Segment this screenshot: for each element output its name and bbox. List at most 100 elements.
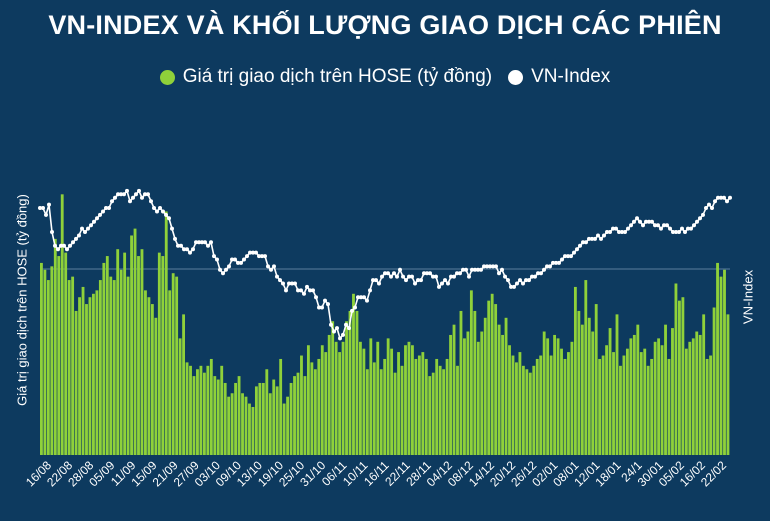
line-point [44, 212, 48, 217]
bar [376, 341, 380, 455]
bar [289, 382, 293, 455]
line-point [683, 230, 687, 234]
line-point [413, 281, 417, 286]
line-point [488, 264, 492, 269]
bar [74, 310, 78, 455]
line-point [47, 202, 51, 207]
bar [352, 293, 355, 455]
line-point [491, 264, 495, 269]
line-point [416, 278, 420, 283]
line-point [554, 260, 558, 265]
bar [248, 403, 251, 455]
line-point [389, 274, 393, 279]
bar [414, 358, 418, 455]
line-point [437, 284, 441, 289]
bar [539, 355, 543, 455]
line-point [716, 195, 720, 200]
line-point [605, 230, 609, 234]
line-point [590, 236, 594, 241]
bar [71, 276, 75, 455]
bar [497, 324, 501, 455]
line-point [398, 267, 402, 272]
line-point [245, 254, 249, 259]
line-point [686, 226, 690, 231]
bar [719, 276, 723, 455]
bar [244, 396, 248, 455]
bar [723, 269, 726, 455]
line-point [671, 230, 675, 234]
line-point [653, 223, 657, 228]
line-point [338, 336, 342, 341]
bar [85, 304, 88, 455]
line-point [593, 236, 597, 241]
line-point [353, 305, 357, 310]
bar [383, 358, 387, 455]
bar [209, 358, 213, 455]
bar [681, 297, 685, 455]
bar [615, 314, 619, 455]
line-point [218, 267, 222, 272]
bar [369, 338, 373, 455]
line-point [41, 206, 45, 210]
bar [445, 358, 449, 455]
bar [587, 317, 591, 455]
line-point [176, 243, 180, 248]
bar [691, 338, 695, 455]
line-point [536, 271, 540, 276]
line-point [80, 226, 84, 231]
line-point [563, 254, 567, 259]
bar [525, 369, 529, 455]
line-point [161, 209, 165, 214]
line-point [608, 230, 612, 234]
line-point [311, 288, 315, 293]
line-point [479, 267, 483, 272]
line-point [395, 274, 399, 279]
bar [549, 355, 553, 455]
line-point [401, 274, 405, 279]
line-point [704, 206, 708, 210]
line-point [467, 274, 471, 279]
line-point [521, 281, 525, 286]
bar [653, 341, 657, 455]
line-point [257, 254, 261, 259]
line-point [362, 295, 366, 300]
bar [643, 348, 647, 455]
bar [431, 372, 435, 455]
chart-title: VN-INDEX VÀ KHỐI LƯỢNG GIAO DỊCH CÁC PHI… [48, 10, 722, 40]
bar [213, 376, 217, 455]
bar [580, 324, 584, 455]
bar [424, 358, 428, 455]
line-point [323, 298, 327, 303]
bar [518, 352, 522, 455]
line-point [251, 250, 255, 255]
line-point [644, 219, 648, 224]
line-point [197, 240, 201, 245]
bar [133, 228, 137, 455]
bar [258, 382, 262, 455]
bar [192, 376, 196, 455]
bar [175, 276, 179, 455]
bar [109, 276, 113, 455]
line-point [557, 260, 561, 265]
line-point [287, 281, 291, 286]
line-point [263, 254, 267, 259]
bar [150, 304, 154, 455]
bar [265, 369, 269, 455]
line-point [104, 206, 108, 210]
line-point [725, 199, 729, 204]
bar [282, 403, 286, 455]
line-point [668, 226, 672, 231]
bar [407, 341, 411, 455]
line-point [110, 199, 114, 204]
line-point [206, 243, 210, 248]
line-point [140, 195, 144, 200]
bar [480, 331, 484, 455]
bar [348, 310, 352, 455]
bar [671, 328, 674, 455]
line-point [392, 271, 396, 276]
bar [546, 338, 550, 455]
line-point [710, 206, 714, 210]
line-point [143, 192, 147, 197]
line-point [659, 226, 663, 231]
line-point [77, 233, 81, 238]
